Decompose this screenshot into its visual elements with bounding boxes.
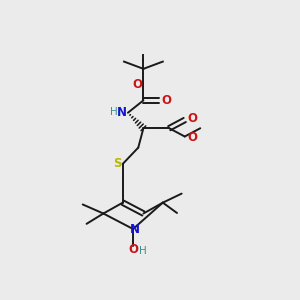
Text: H: H — [139, 246, 147, 256]
Text: O: O — [188, 112, 197, 125]
Text: O: O — [161, 94, 171, 107]
Text: O: O — [128, 243, 138, 256]
Text: H: H — [110, 107, 118, 117]
Text: S: S — [113, 158, 122, 170]
Text: O: O — [132, 78, 142, 91]
Text: O: O — [188, 130, 197, 143]
Text: N: N — [117, 106, 127, 119]
Text: N: N — [129, 223, 140, 236]
